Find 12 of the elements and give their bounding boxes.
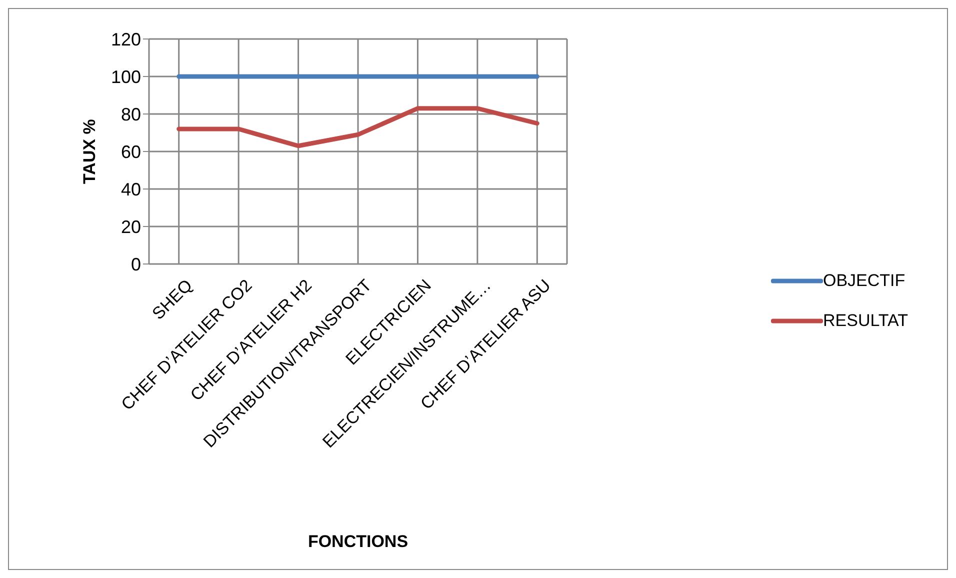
legend-label: OBJECTIF bbox=[823, 271, 906, 291]
x-axis-title: FONCTIONS bbox=[308, 532, 408, 551]
y-tick-label: 120 bbox=[110, 29, 141, 50]
legend-label: RESULTAT bbox=[823, 311, 908, 331]
y-tick-label: 20 bbox=[120, 216, 141, 237]
y-tick-label: 40 bbox=[120, 179, 141, 200]
y-tick-label: 60 bbox=[120, 142, 141, 162]
y-tick-label: 0 bbox=[130, 254, 141, 274]
y-axis-title: TAUX % bbox=[80, 119, 100, 184]
y-tick-label: 80 bbox=[120, 104, 141, 124]
line-series bbox=[176, 106, 540, 148]
y-tick-label: 100 bbox=[110, 66, 141, 87]
